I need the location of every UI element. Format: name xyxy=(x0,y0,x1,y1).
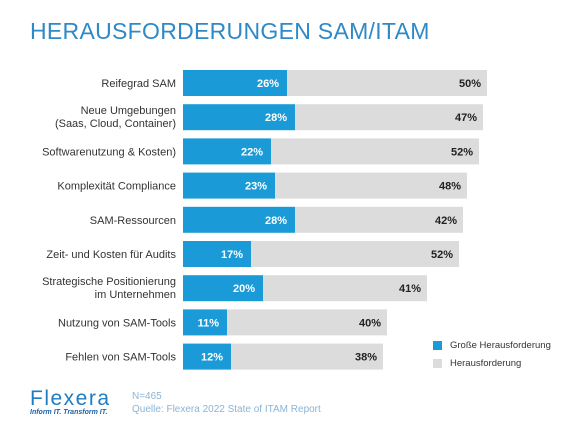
bar-grosse-herausforderung xyxy=(183,309,227,336)
category-label: Softwarenutzung & Kosten) xyxy=(42,146,176,158)
stacked-bar-chart: 26% 50% Reifegrad SAM 28% 47% Neue Umgebungen… xyxy=(42,70,487,370)
sample-size: N=465 xyxy=(132,391,162,402)
legend-item-large-challenge: Große Herausforderung xyxy=(433,336,551,354)
flexera-logo: Flexera Inform IT. Transform IT. xyxy=(30,387,111,416)
bar-grosse-herausforderung xyxy=(183,343,231,370)
category-label: SAM-Ressourcen xyxy=(90,215,176,227)
value-label-gray: 40% xyxy=(359,317,381,329)
value-label-blue: 11% xyxy=(198,317,220,329)
logo-wordmark: Flexera xyxy=(30,387,111,410)
source-citation: Quelle: Flexera 2022 State of ITAM Repor… xyxy=(132,404,321,415)
bar-herausforderung xyxy=(275,172,467,199)
bar-herausforderung xyxy=(287,70,487,96)
bar-herausforderung xyxy=(263,275,427,302)
value-label-gray: 38% xyxy=(355,352,377,364)
value-label-gray: 47% xyxy=(455,112,477,124)
bar-grosse-herausforderung xyxy=(183,206,295,233)
value-label-blue: 28% xyxy=(265,112,287,124)
value-label-gray: 52% xyxy=(431,249,453,261)
bar-grosse-herausforderung xyxy=(183,70,287,96)
legend-item-challenge: Herausforderung xyxy=(433,354,551,372)
value-label-blue: 23% xyxy=(245,181,267,193)
value-label-blue: 20% xyxy=(233,283,255,295)
value-label-blue: 26% xyxy=(257,78,279,90)
bar-grosse-herausforderung xyxy=(183,138,271,165)
category-label: (Saas, Cloud, Container) xyxy=(55,118,176,130)
bar-herausforderung xyxy=(251,241,459,267)
chart-title: HERAUSFORDERUNGEN SAM/ITAM xyxy=(30,18,430,44)
bar-grosse-herausforderung xyxy=(183,275,263,302)
value-label-gray: 42% xyxy=(435,215,457,227)
value-label-blue: 28% xyxy=(265,215,287,227)
category-label: Fehlen von SAM-Tools xyxy=(65,352,176,364)
bar-grosse-herausforderung xyxy=(183,172,275,199)
category-label: Strategische Positionierung xyxy=(42,276,176,288)
chart-legend: Große Herausforderung Herausforderung xyxy=(433,336,551,372)
category-label: Nutzung von SAM-Tools xyxy=(58,317,176,329)
bar-herausforderung xyxy=(227,309,387,336)
category-label: Reifegrad SAM xyxy=(101,78,176,90)
legend-label: Herausforderung xyxy=(450,357,522,369)
category-label: Zeit- und Kosten für Audits xyxy=(46,249,176,261)
legend-swatch-blue xyxy=(433,340,442,350)
category-label: Komplexität Compliance xyxy=(57,181,176,193)
logo-tagline: Inform IT. Transform IT. xyxy=(30,409,108,416)
bar-herausforderung xyxy=(295,206,463,233)
bar-grosse-herausforderung xyxy=(183,104,295,131)
legend-label: Große Herausforderung xyxy=(450,339,551,351)
bar-herausforderung xyxy=(231,343,383,370)
bar-grosse-herausforderung xyxy=(183,241,251,267)
bar-herausforderung xyxy=(295,104,483,131)
value-label-blue: 17% xyxy=(221,249,243,261)
category-label: Neue Umgebungen xyxy=(81,105,176,117)
value-label-gray: 48% xyxy=(439,181,461,193)
category-label: im Unternehmen xyxy=(95,289,176,301)
value-label-gray: 50% xyxy=(459,78,481,90)
value-label-blue: 22% xyxy=(241,146,263,158)
bar-herausforderung xyxy=(271,138,479,165)
value-label-gray: 52% xyxy=(451,146,473,158)
value-label-gray: 41% xyxy=(399,283,421,295)
source-note: N=465 Quelle: Flexera 2022 State of ITAM… xyxy=(132,390,321,416)
value-label-blue: 12% xyxy=(201,352,223,364)
legend-swatch-gray xyxy=(433,358,442,368)
